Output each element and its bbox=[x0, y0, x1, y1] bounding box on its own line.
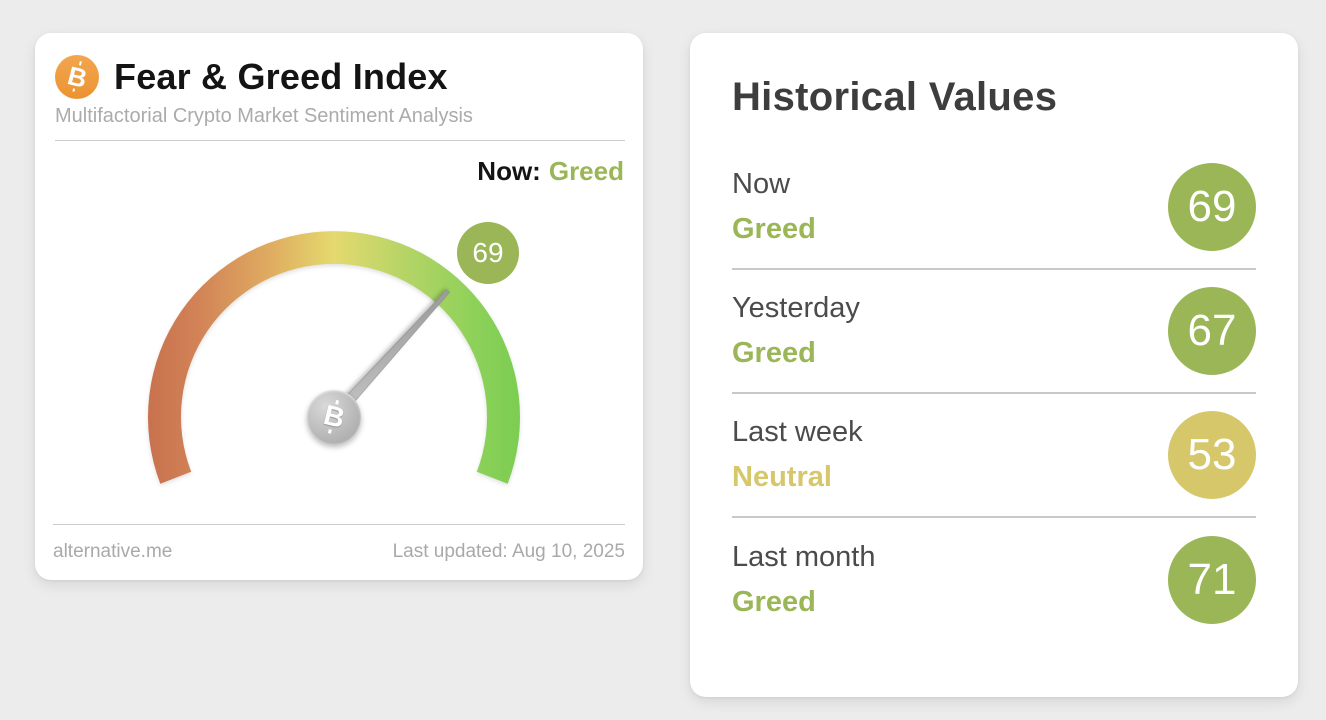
card-subtitle: Multifactorial Crypto Market Sentiment A… bbox=[55, 105, 473, 127]
historical-title: Historical Values bbox=[732, 75, 1058, 119]
row-classification: Greed bbox=[732, 586, 816, 618]
gauge-hub: B bbox=[307, 390, 361, 444]
row-classification: Neutral bbox=[732, 461, 832, 493]
history-row-last-month: Last month Greed 71 bbox=[732, 518, 1256, 642]
row-classification: Greed bbox=[732, 337, 816, 369]
row-value-badge: 69 bbox=[1168, 163, 1256, 251]
card-title: Fear & Greed Index bbox=[114, 56, 448, 97]
bitcoin-hub-icon: B bbox=[320, 399, 348, 435]
gauge-card-header: B Fear & Greed Index bbox=[35, 33, 643, 99]
bitcoin-b-glyph: B bbox=[64, 60, 90, 94]
row-label: Last week bbox=[732, 416, 863, 448]
source-link[interactable]: alternative.me bbox=[53, 541, 173, 562]
row-value-badge: 67 bbox=[1168, 287, 1256, 375]
gauge-value-badge: 69 bbox=[457, 222, 519, 284]
now-line: Now: Greed bbox=[53, 156, 624, 187]
row-label: Now bbox=[732, 168, 791, 200]
gauge-card-footer: alternative.me Last updated: Aug 10, 202… bbox=[53, 541, 625, 563]
now-classification: Greed bbox=[548, 156, 624, 186]
header-divider bbox=[55, 140, 625, 141]
row-value-badge: 71 bbox=[1168, 536, 1256, 624]
now-label: Now: bbox=[477, 156, 541, 186]
row-classification: Greed bbox=[732, 213, 816, 245]
history-row-now: Now Greed 69 bbox=[732, 146, 1256, 270]
row-label: Yesterday bbox=[732, 292, 860, 324]
bitcoin-icon: B bbox=[55, 55, 99, 99]
gauge-chart bbox=[148, 231, 520, 484]
history-row-last-week: Last week Neutral 53 bbox=[732, 394, 1256, 518]
historical-rows: Now Greed 69 Yesterday Greed 67 Last wee… bbox=[732, 146, 1256, 642]
history-row-yesterday: Yesterday Greed 67 bbox=[732, 270, 1256, 394]
row-value-badge: 53 bbox=[1168, 411, 1256, 499]
fear-greed-card: B Fear & Greed Index Multifactorial Cryp… bbox=[35, 33, 643, 580]
last-updated: Last updated: Aug 10, 2025 bbox=[392, 541, 625, 562]
gauge-arc bbox=[148, 231, 520, 484]
footer-divider bbox=[53, 524, 625, 525]
historical-card: Historical Values Now Greed 69 Yesterday… bbox=[690, 33, 1298, 697]
row-label: Last month bbox=[732, 541, 876, 573]
